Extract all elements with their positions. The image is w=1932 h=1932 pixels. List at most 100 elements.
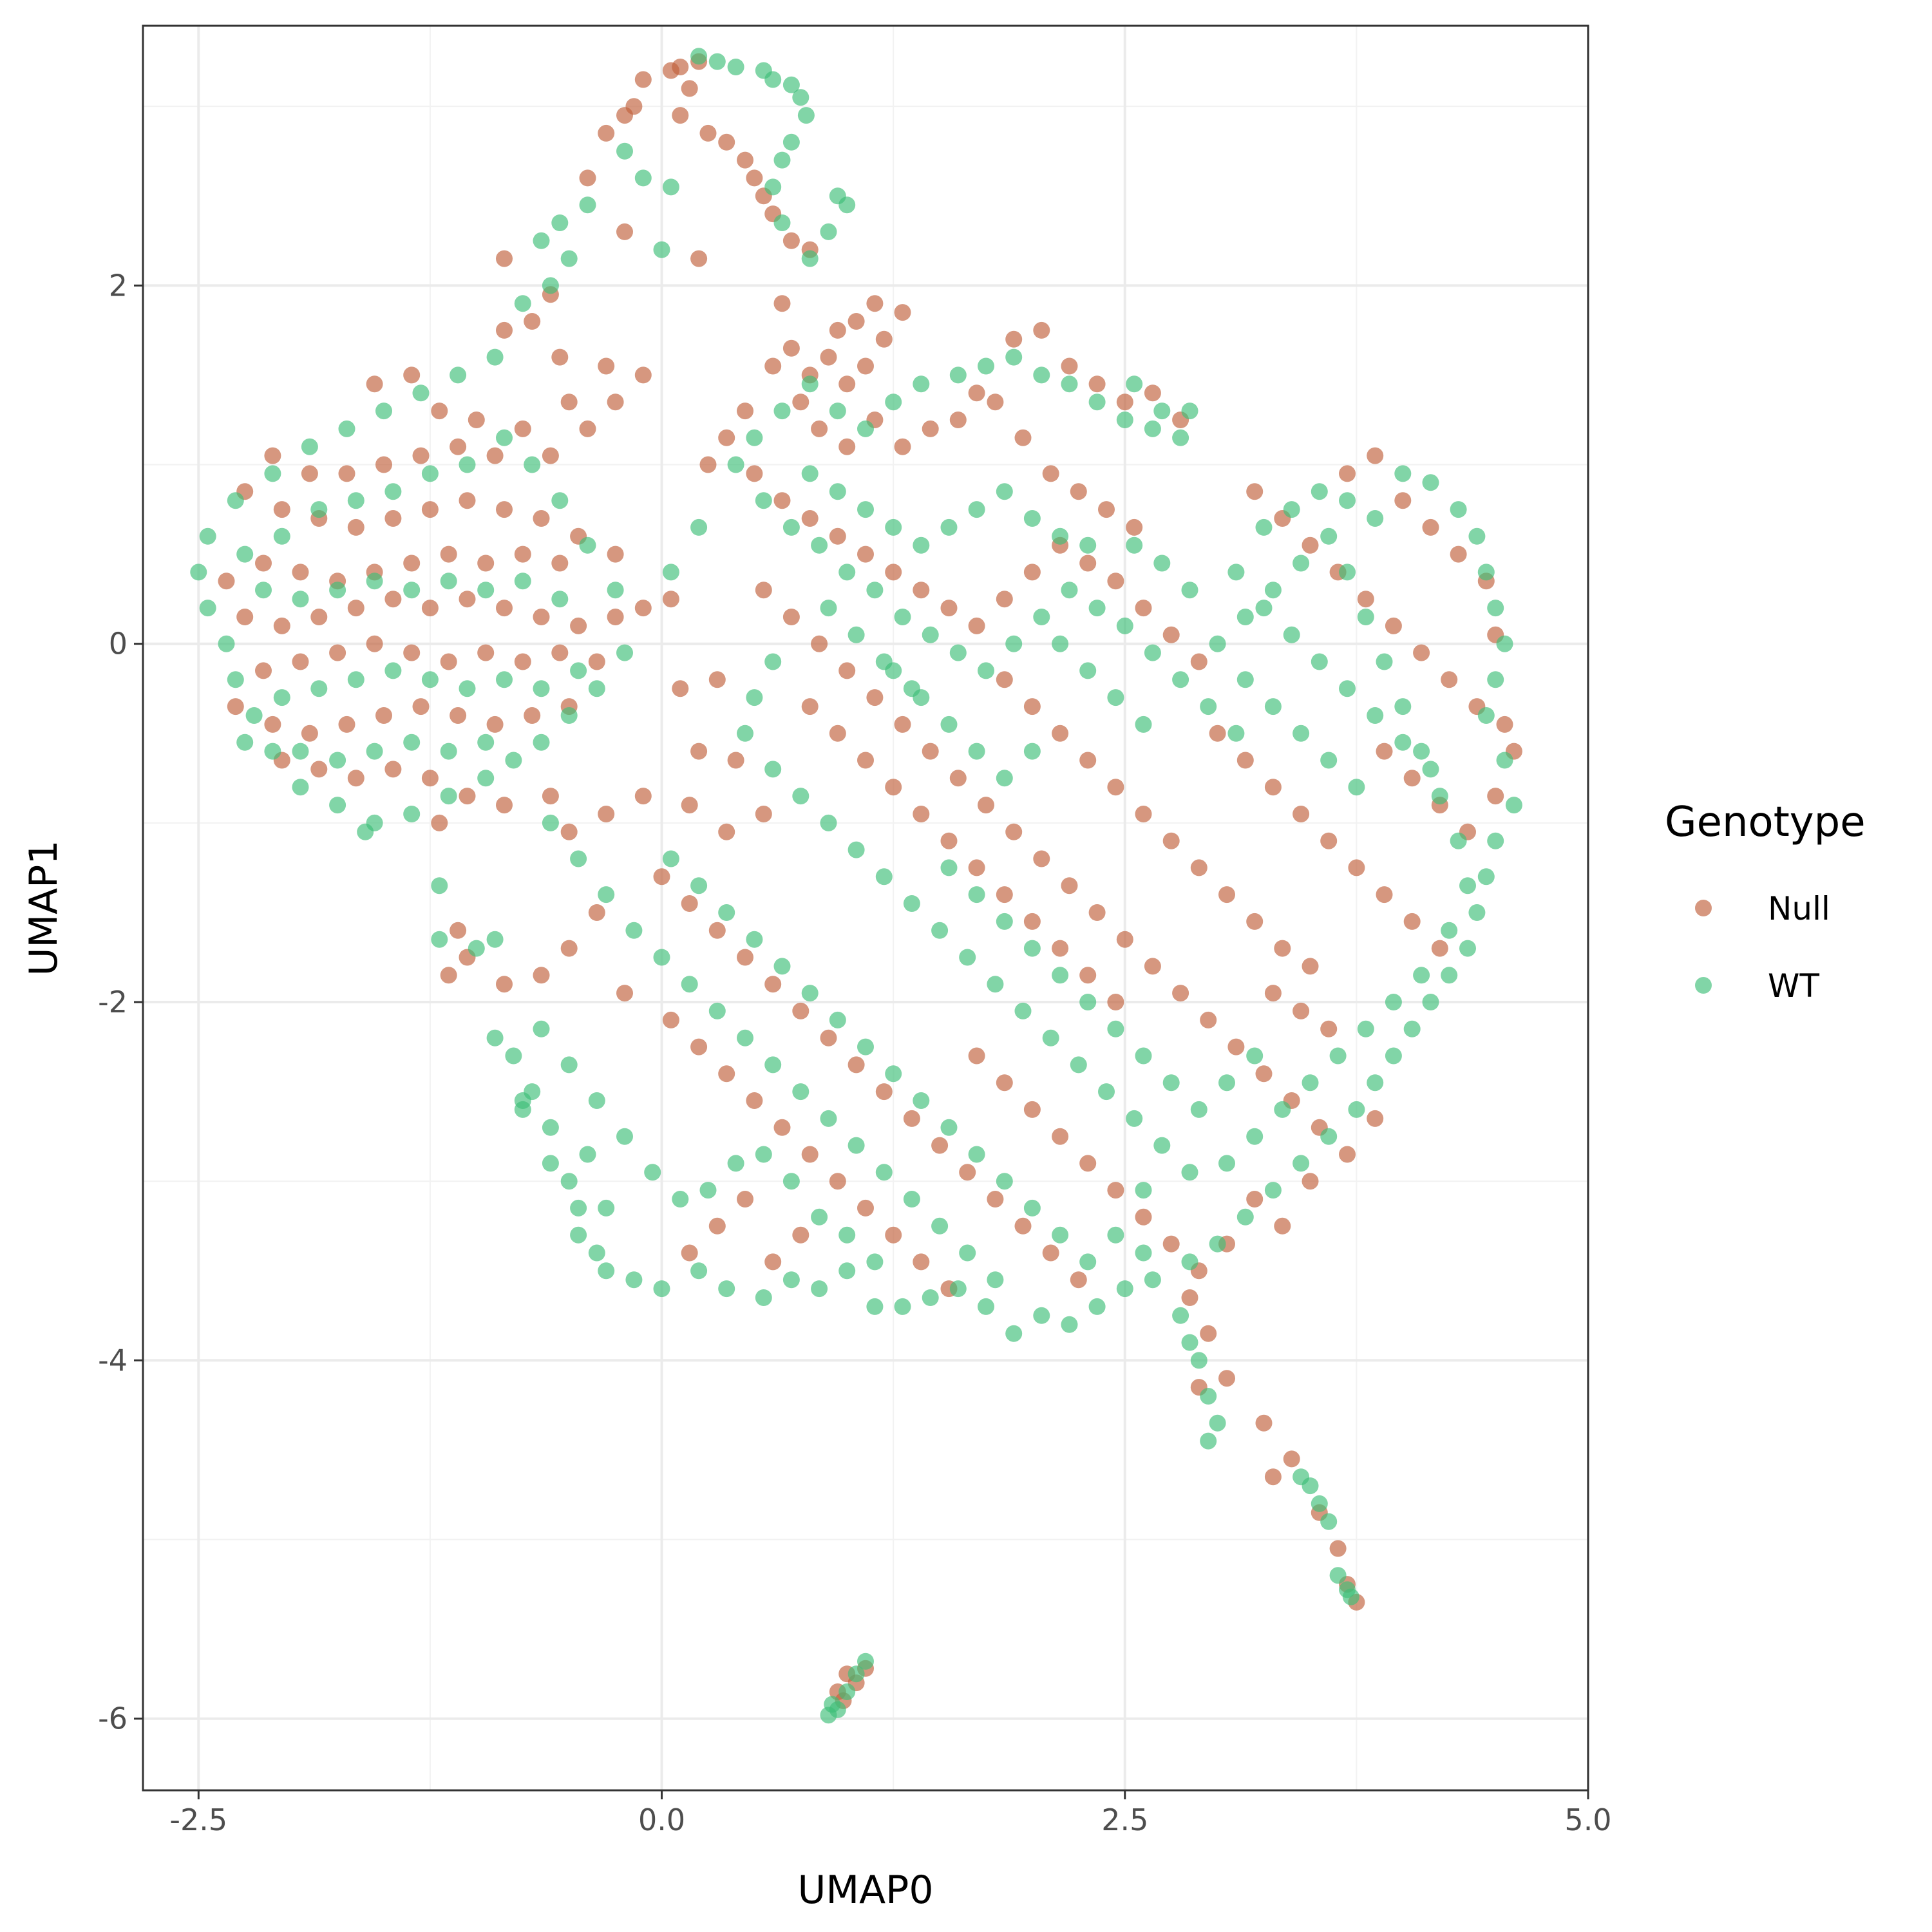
point-wt (875, 1164, 893, 1181)
point-wt (1477, 868, 1495, 886)
point-wt (1320, 752, 1338, 769)
point-wt (616, 1128, 633, 1145)
point-wt (1376, 653, 1393, 670)
point-null (949, 412, 967, 428)
point-wt (792, 1083, 810, 1101)
point-null (366, 635, 383, 652)
point-wt (727, 59, 744, 75)
x-tick-label: 0.0 (638, 1803, 685, 1837)
point-null (301, 724, 318, 742)
point-null (486, 715, 504, 733)
point-null (524, 707, 541, 724)
point-null (1274, 1217, 1291, 1235)
point-null (1162, 626, 1180, 643)
point-null (384, 510, 402, 527)
point-null (1385, 617, 1402, 634)
point-wt (255, 582, 272, 599)
point-null (746, 1092, 763, 1109)
point-wt (1014, 1002, 1032, 1019)
point-null (681, 797, 698, 814)
point-wt (959, 949, 976, 966)
point-null (968, 859, 985, 876)
point-wt (755, 492, 772, 509)
point-null (987, 393, 1004, 411)
point-wt (1422, 474, 1439, 491)
point-wt (1126, 536, 1143, 554)
point-wt (1264, 1182, 1282, 1199)
point-wt (1107, 1020, 1124, 1037)
point-null (885, 564, 902, 581)
point-wt (1477, 707, 1495, 724)
point-wt (922, 626, 939, 643)
point-null (894, 715, 911, 733)
point-wt (797, 107, 815, 124)
point-null (708, 922, 726, 939)
point-null (996, 886, 1013, 904)
point-wt (811, 1280, 828, 1298)
point-wt (811, 536, 828, 554)
point-null (940, 832, 958, 849)
point-wt (1190, 1101, 1208, 1118)
point-wt (1172, 671, 1189, 688)
point-wt (1302, 1477, 1319, 1495)
point-wt (533, 680, 550, 697)
point-wt (968, 501, 985, 518)
point-wt (913, 375, 930, 393)
point-wt (672, 1191, 689, 1208)
point-null (1098, 501, 1115, 518)
point-wt (653, 1280, 670, 1298)
point-wt (820, 223, 837, 240)
point-wt (838, 1226, 856, 1244)
point-wt (1293, 554, 1310, 572)
point-null (978, 797, 994, 814)
point-wt (450, 366, 467, 384)
point-wt (533, 1020, 550, 1037)
point-null (1255, 1065, 1273, 1083)
point-wt (782, 1271, 800, 1289)
point-wt (542, 1119, 559, 1136)
point-wt (1005, 348, 1023, 366)
point-null (718, 429, 735, 446)
point-null (301, 465, 318, 482)
point-null (1403, 913, 1421, 930)
point-wt (824, 1696, 841, 1713)
point-wt (1052, 1226, 1069, 1244)
point-null (737, 949, 753, 966)
point-wt (1200, 1388, 1217, 1405)
point-null (737, 151, 753, 169)
point-null (310, 761, 328, 778)
point-wt (227, 492, 244, 509)
point-wt (273, 689, 290, 706)
point-null (829, 527, 846, 545)
point-null (1162, 1235, 1180, 1253)
point-wt (1385, 994, 1402, 1010)
legend-label-null: Null (1768, 890, 1830, 927)
data-points (190, 48, 1522, 1724)
point-null (773, 492, 791, 509)
point-wt (310, 501, 328, 518)
point-null (579, 169, 596, 187)
point-null (1348, 859, 1365, 876)
point-wt (1422, 761, 1439, 778)
point-wt (236, 734, 254, 751)
point-wt (764, 1056, 782, 1074)
point-null (264, 447, 281, 464)
point-null (1014, 429, 1032, 446)
point-null (588, 653, 605, 670)
point-wt (699, 1182, 717, 1199)
point-null (718, 823, 735, 840)
point-null (459, 591, 476, 608)
point-null (838, 375, 856, 393)
point-wt (653, 241, 670, 258)
point-wt (949, 366, 967, 384)
point-null (1320, 1020, 1338, 1037)
point-wt (931, 922, 949, 939)
point-null (875, 1083, 893, 1101)
point-null (1357, 591, 1374, 608)
point-wt (1172, 1307, 1189, 1324)
point-wt (440, 743, 457, 760)
point-wt (598, 1199, 615, 1217)
x-tick-label: 5.0 (1564, 1803, 1611, 1837)
point-null (375, 707, 392, 724)
point-null (699, 124, 717, 142)
